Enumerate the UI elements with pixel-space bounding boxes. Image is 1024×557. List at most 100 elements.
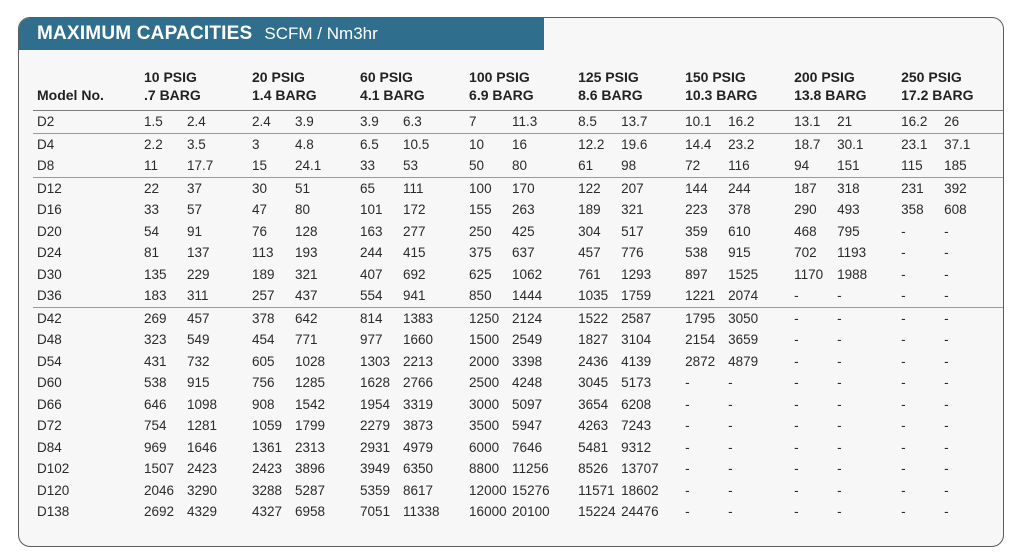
table-row: D60 538 915 756 1285 1628 2766 2500 4248 3045 5173…	[33, 372, 1003, 394]
scfm-cell: 2.4	[252, 114, 271, 129]
nm3hr-cell: -	[944, 288, 949, 303]
nm3hr-cell: 1444	[512, 288, 543, 303]
nm3hr-cell: -	[837, 332, 842, 347]
scfm-cell: 50	[469, 158, 485, 173]
scfm-cell: 646	[144, 396, 167, 412]
nm3hr-cell: 16.2	[728, 114, 755, 129]
nm3hr-cell: 24.1	[295, 158, 322, 173]
scfm-cell: 431	[144, 353, 167, 369]
scfm-cell: -	[901, 306, 945, 329]
scfm-cell: 1507	[144, 461, 175, 476]
pressure-barg: 6.9 BARG	[469, 87, 534, 103]
table-row: D36 183 311 257 437 554 941 850 1444 1035 1759 1221…	[33, 285, 1003, 307]
nm3hr-cell: 5287	[295, 482, 326, 498]
scfm-cell: 15	[252, 158, 268, 173]
nm3hr-cell: 637	[512, 245, 535, 260]
table-row: D12 22 37 30 51 65 111 100 170 122 207 144 244 187 318…	[33, 176, 1003, 199]
nm3hr-cell: 91	[187, 223, 203, 239]
model-cell: D102	[37, 461, 70, 476]
nm3hr-cell: 5947	[512, 418, 543, 433]
scfm-cell: -	[685, 418, 690, 433]
nm3hr-cell: 321	[621, 202, 644, 217]
nm3hr-cell: 5097	[512, 396, 543, 412]
nm3hr-cell: 1193	[837, 245, 867, 260]
nm3hr-cell: 2587	[621, 306, 686, 329]
nm3hr-cell: 6.3	[403, 114, 422, 129]
nm3hr-cell: 2313	[295, 439, 326, 455]
nm3hr-cell: 6350	[403, 461, 434, 476]
nm3hr-cell: 4879	[728, 353, 759, 369]
scfm-cell: 2.2	[144, 132, 187, 155]
nm3hr-cell: -	[837, 482, 842, 498]
nm3hr-cell: 53	[403, 158, 419, 173]
title-units: SCFM / Nm3hr	[264, 24, 378, 43]
scfm-cell: 4263	[578, 418, 609, 433]
scfm-cell: 3288	[252, 482, 283, 498]
nm3hr-cell: 1285	[295, 375, 326, 390]
table-row: D84 969 1646 1361 2313 2931 4979 6000 7646 5481 93…	[33, 437, 1003, 459]
scfm-cell: 72	[685, 158, 701, 173]
nm3hr-cell: 3319	[403, 396, 434, 412]
scfm-cell: 12.2	[578, 132, 622, 155]
scfm-cell: 969	[144, 439, 167, 455]
scfm-cell: -	[901, 461, 906, 476]
nm3hr-cell: -	[728, 439, 733, 455]
model-cell: D138	[37, 504, 70, 519]
nm3hr-cell: 3896	[295, 461, 326, 476]
scfm-cell: -	[794, 396, 799, 412]
scfm-cell: 1795	[685, 306, 729, 329]
pressure-psig: 100 PSIG	[469, 69, 530, 85]
scfm-cell: 187	[794, 176, 838, 199]
scfm-cell: 2872	[685, 353, 716, 369]
scfm-cell: 2279	[360, 418, 391, 433]
scfm-cell: 94	[794, 158, 810, 173]
scfm-cell: 1628	[360, 375, 391, 390]
scfm-cell: 65	[360, 176, 404, 199]
nm3hr-cell: 732	[187, 353, 210, 369]
nm3hr-cell: 19.6	[621, 132, 686, 155]
scfm-cell: 7051	[360, 504, 391, 519]
table-row: D20 54 91 76 128 163 277 250 425 304 517 359 610 468 7…	[33, 221, 1003, 243]
nm3hr-cell: -	[728, 461, 733, 476]
scfm-cell: -	[901, 482, 906, 498]
nm3hr-cell: 51	[295, 176, 361, 199]
nm3hr-cell: -	[728, 375, 733, 390]
scfm-cell: 5359	[360, 482, 391, 498]
nm3hr-cell: 1759	[621, 288, 652, 303]
nm3hr-cell: 207	[621, 176, 686, 199]
scfm-cell: 538	[685, 245, 708, 260]
pressure-header: 10 PSIG .7 BARG	[144, 68, 253, 111]
scfm-cell: 23.1	[901, 132, 945, 155]
nm3hr-cell: 23.2	[728, 132, 795, 155]
nm3hr-cell: 37.1	[944, 132, 1003, 155]
scfm-cell: 11	[144, 158, 159, 173]
scfm-cell: -	[685, 461, 690, 476]
pressure-psig: 10 PSIG	[144, 69, 197, 85]
pressure-psig: 250 PSIG	[901, 69, 962, 85]
scfm-cell: -	[901, 418, 906, 433]
nm3hr-cell: 16	[512, 132, 579, 155]
scfm-cell: 76	[252, 223, 268, 239]
model-cell: D48	[37, 332, 62, 347]
nm3hr-cell: 2124	[512, 306, 579, 329]
table-row: D42 269 457 378 642 814 1383 1250 2124 1522 2587 17…	[33, 306, 1003, 329]
nm3hr-cell: 26	[944, 114, 960, 129]
model-cell: D72	[37, 418, 62, 433]
scfm-cell: 2500	[469, 375, 500, 390]
nm3hr-cell: 2.4	[187, 114, 206, 129]
nm3hr-cell: 7646	[512, 439, 543, 455]
scfm-cell: -	[901, 375, 906, 390]
scfm-cell: 10	[469, 132, 513, 155]
scfm-cell: 115	[901, 158, 923, 173]
scfm-cell: 11571	[578, 482, 615, 498]
scfm-cell: 16.2	[901, 114, 928, 129]
nm3hr-cell: 6208	[621, 396, 652, 412]
scfm-cell: 13.1	[794, 114, 821, 129]
scfm-cell: 3654	[578, 396, 609, 412]
scfm-cell: 47	[252, 202, 268, 217]
nm3hr-cell: -	[837, 504, 842, 519]
scfm-cell: 358	[901, 202, 924, 217]
scfm-cell: -	[901, 332, 906, 347]
nm3hr-cell: 1525	[728, 266, 759, 282]
nm3hr-cell: 4248	[512, 375, 543, 390]
